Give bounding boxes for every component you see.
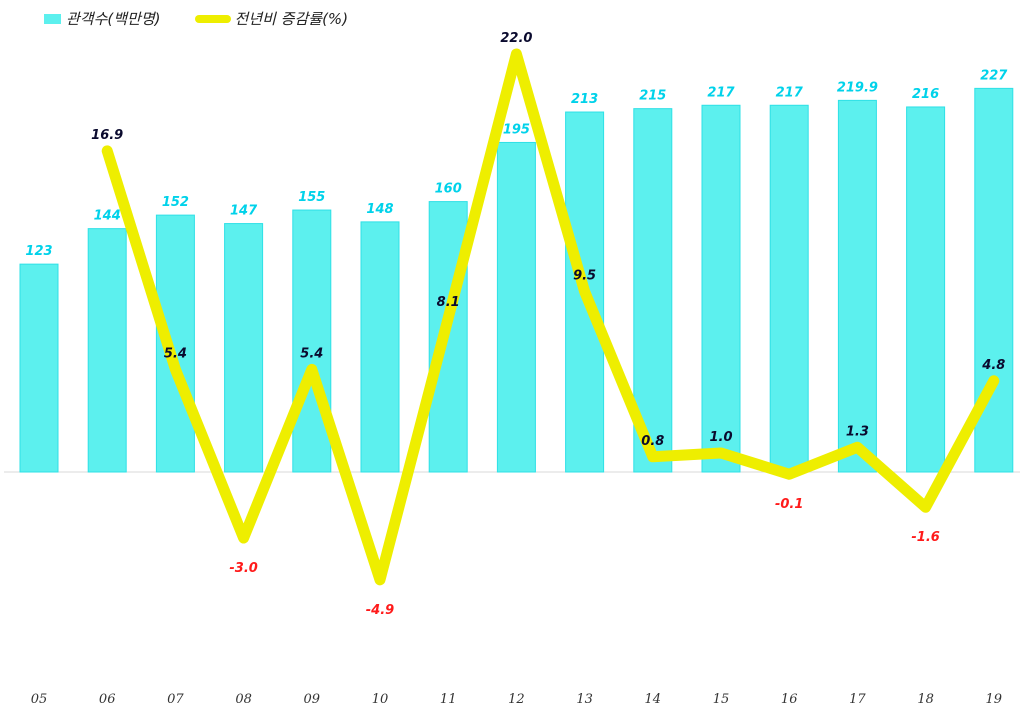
x-tick-label-14: 14	[645, 692, 662, 707]
growth-line	[101, 48, 1000, 586]
bar-05	[19, 263, 59, 473]
growth-label-10: -4.9	[366, 603, 394, 618]
x-tick-label-06: 06	[99, 692, 116, 707]
growth-point-14	[652, 456, 654, 458]
bar-label-15: 217	[707, 85, 735, 100]
legend-bar-label: 관객수(백만명)	[66, 10, 161, 28]
legend-item-growth: 전년비 증감률(%)	[194, 8, 349, 29]
growth-point-10	[379, 579, 381, 581]
growth-point-08	[243, 537, 245, 539]
bar-label-14: 215	[639, 89, 666, 104]
x-tick-label-16: 16	[781, 692, 798, 707]
growth-label-15: 1.0	[709, 430, 732, 445]
x-tick-label-13: 13	[576, 692, 593, 707]
bar-label-19: 227	[980, 68, 1008, 83]
bar-label-07: 152	[162, 195, 189, 210]
growth-point-16	[788, 473, 790, 475]
bar-label-18: 216	[912, 87, 939, 102]
x-tick-label-05: 05	[31, 692, 48, 707]
growth-label-12: 22.0	[500, 31, 532, 46]
bar-15	[701, 104, 741, 473]
growth-line-group	[101, 48, 1000, 586]
bar-06	[87, 228, 127, 473]
bar-label-06: 144	[94, 209, 121, 224]
bar-label-12: 195	[503, 122, 530, 137]
bar-label-16: 217	[776, 85, 804, 100]
growth-label-13: 9.5	[573, 269, 596, 284]
legend-bar-swatch-icon	[44, 13, 61, 24]
legend-item-audience: 관객수(백만명)	[44, 8, 161, 29]
legend-line-swatch-icon	[194, 14, 231, 23]
bar-label-09: 155	[298, 190, 325, 205]
bar-16	[769, 104, 809, 473]
growth-point-18	[925, 506, 927, 508]
data-labels: 123 144 152 147 155 148 160 195 213 215 217 217 219.…	[25, 31, 1008, 618]
bar-label-08: 147	[230, 204, 258, 219]
x-tick-label-18: 18	[917, 692, 934, 707]
growth-point-06	[106, 150, 108, 152]
growth-label-06: 16.9	[91, 128, 123, 143]
growth-label-14: 0.8	[641, 434, 664, 449]
bar-17	[837, 99, 877, 473]
growth-point-19	[993, 380, 995, 382]
legend: 관객수(백만명) 전년비 증감률(%)	[44, 8, 382, 29]
x-tick-label-19: 19	[986, 692, 1003, 707]
bars	[19, 87, 1014, 473]
bar-10	[360, 221, 400, 473]
x-axis: 05 06 07 08 09 10 11 12 13 14 15 16 17 18 19	[31, 692, 1002, 707]
bar-14	[633, 108, 673, 473]
growth-point-09	[311, 368, 313, 370]
growth-point-11	[447, 317, 449, 319]
growth-label-08: -3.0	[229, 561, 257, 576]
growth-point-17	[856, 446, 858, 448]
growth-label-19: 4.8	[981, 358, 1005, 373]
growth-point-07	[174, 368, 176, 370]
bar-09	[292, 209, 332, 473]
x-tick-label-07: 07	[167, 692, 184, 707]
x-tick-label-15: 15	[713, 692, 730, 707]
bar-label-05: 123	[25, 244, 52, 259]
growth-point-12	[515, 53, 517, 55]
bar-label-13: 213	[571, 92, 598, 107]
x-tick-label-09: 09	[304, 692, 321, 707]
bar-08	[224, 223, 264, 473]
x-tick-label-08: 08	[235, 692, 252, 707]
growth-label-07: 5.4	[164, 346, 187, 361]
growth-point-13	[584, 291, 586, 292]
x-tick-label-11: 11	[440, 692, 457, 707]
growth-point-15	[720, 452, 722, 454]
growth-label-11: 8.1	[437, 295, 460, 310]
bar-label-10: 148	[366, 202, 393, 217]
bar-label-11: 160	[435, 182, 462, 197]
x-tick-label-17: 17	[849, 692, 866, 707]
bar-18	[906, 106, 946, 473]
growth-label-16: -0.1	[775, 497, 803, 512]
x-tick-label-12: 12	[508, 692, 525, 707]
growth-label-17: 1.3	[846, 424, 869, 439]
growth-label-09: 5.4	[300, 346, 323, 361]
growth-label-18: -1.6	[911, 530, 939, 545]
bar-label-17: 219.9	[837, 80, 878, 95]
legend-line-label: 전년비 증감률(%)	[234, 10, 349, 28]
bar-12	[496, 141, 536, 473]
x-tick-label-10: 10	[372, 692, 389, 707]
